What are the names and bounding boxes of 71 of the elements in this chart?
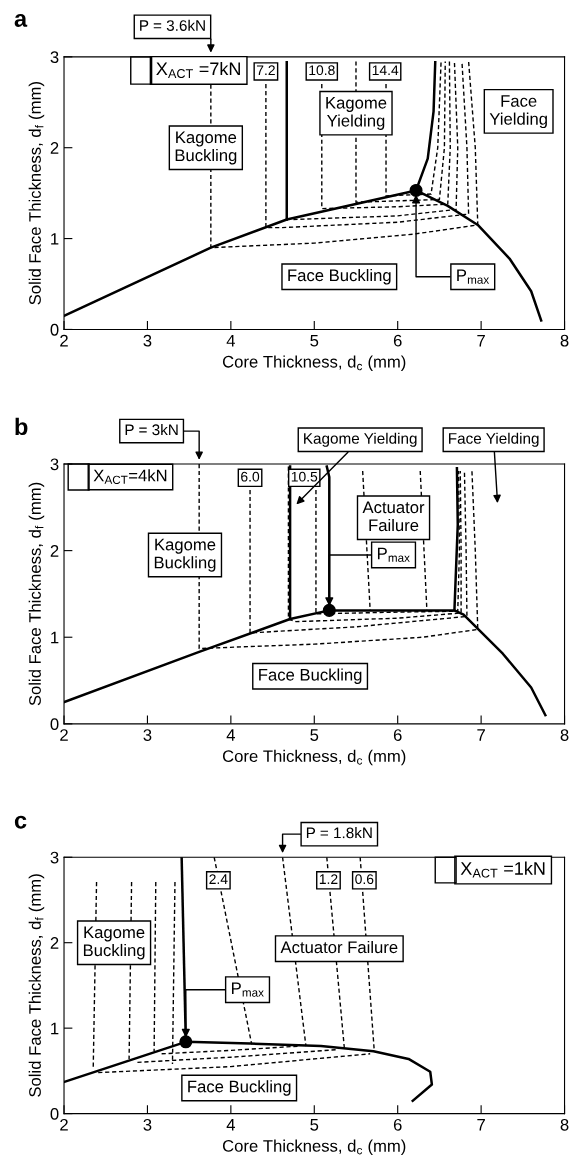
annotation: Kagome Buckling	[154, 538, 216, 572]
y-axis-title: Solid Face Thickness, d$_{f}$ (mm)	[28, 874, 45, 1097]
x-tick-label: 2	[60, 729, 68, 741]
annotation: 6.0	[241, 471, 260, 482]
y-tick-label: 1	[51, 1022, 59, 1035]
annotation: 10.8	[309, 65, 335, 76]
chart-title: c	[14, 815, 27, 829]
annotation: Face Buckling	[288, 268, 391, 285]
annotation: Kagome Buckling	[175, 131, 237, 165]
text: Kagome Yielding	[304, 432, 417, 447]
x-tick-label: 6	[393, 1118, 402, 1131]
y-axis-title: Solid Face Thickness, d$_{f}$ (mm)	[28, 482, 45, 706]
annotation: X$_{ACT}$ =1kN	[460, 861, 545, 878]
annotation: Face Buckling	[259, 668, 362, 684]
annotation: Kagome Yielding	[326, 97, 387, 130]
x-axis-title: Core Thickness, d$_{c}$ (mm)	[222, 355, 406, 371]
y-tick-label: 3	[50, 51, 59, 64]
annotation: Face Yielding	[489, 95, 547, 129]
x-tick-label: 8	[560, 1118, 569, 1131]
annotation: Face Buckling	[188, 1080, 291, 1096]
x-tick-label: 7	[477, 1119, 485, 1131]
annotation: 7.2	[256, 65, 275, 75]
x-tick-label: 7	[477, 334, 485, 347]
annotation: 0.6	[355, 874, 374, 885]
annotation: 10.5	[291, 471, 318, 482]
annotation: 14.4	[372, 65, 399, 75]
x-tick-label: 3	[143, 334, 152, 347]
annotation: 2.4	[209, 874, 228, 884]
x-tick-label: 5	[310, 729, 319, 741]
y-tick-label: 0	[50, 323, 59, 336]
x-tick-label: 5	[310, 334, 319, 347]
annotation: P = 3.6kN	[140, 19, 205, 31]
x-tick-label: 6	[393, 729, 402, 741]
y-tick-label: 0	[50, 1108, 59, 1120]
annotation: X$_{ACT}$ =7kN	[156, 61, 240, 79]
y-tick-label: 2	[50, 142, 59, 154]
x-axis-title: Core Thickness, d$_{c}$ (mm)	[222, 749, 406, 766]
annotation: P = 3kN	[125, 423, 178, 436]
x-tick-label: 4	[226, 729, 236, 741]
annotation: P = 1.8kN	[306, 827, 372, 839]
text: Face Yielding	[449, 432, 539, 447]
x-tick-label: 4	[226, 334, 236, 347]
annotation: P$_{max}$	[457, 269, 490, 284]
y-tick-label: 1	[51, 233, 59, 245]
annotation: 1.2	[319, 874, 338, 884]
chart-title: b	[15, 417, 28, 436]
x-tick-label: 2	[60, 334, 68, 347]
y-tick-label: 2	[50, 545, 59, 557]
y-tick-label: 2	[50, 937, 59, 949]
annotation: Actuator Failure	[280, 940, 398, 954]
y-tick-label: 1	[51, 631, 59, 644]
annotation: Kagome Buckling	[83, 926, 145, 960]
x-tick-label: 5	[310, 1119, 319, 1131]
annotation: X$_{ACT}$=4kN	[93, 469, 167, 484]
chart-title: a	[14, 13, 28, 27]
annotation: P$_{max}$	[377, 547, 410, 562]
y-tick-label: 0	[50, 718, 59, 731]
y-tick-label: 3	[50, 851, 59, 864]
y-tick-label: 3	[50, 458, 59, 471]
x-tick-label: 3	[143, 1118, 152, 1131]
annotation: P$_{max}$	[231, 982, 264, 997]
x-tick-label: 2	[60, 1118, 68, 1131]
x-tick-label: 8	[560, 729, 569, 741]
x-tick-label: 7	[477, 729, 485, 741]
x-tick-label: 4	[226, 1119, 236, 1131]
x-axis-title: Core Thickness, d$_{c}$ (mm)	[222, 1139, 406, 1156]
y-axis-title: Solid Face Thickness, d$_{f}$ (mm)	[28, 82, 45, 305]
x-tick-label: 8	[560, 334, 569, 347]
x-tick-label: 3	[143, 729, 152, 741]
annotation: Actuator Failure	[362, 501, 425, 532]
x-tick-label: 6	[393, 334, 402, 347]
